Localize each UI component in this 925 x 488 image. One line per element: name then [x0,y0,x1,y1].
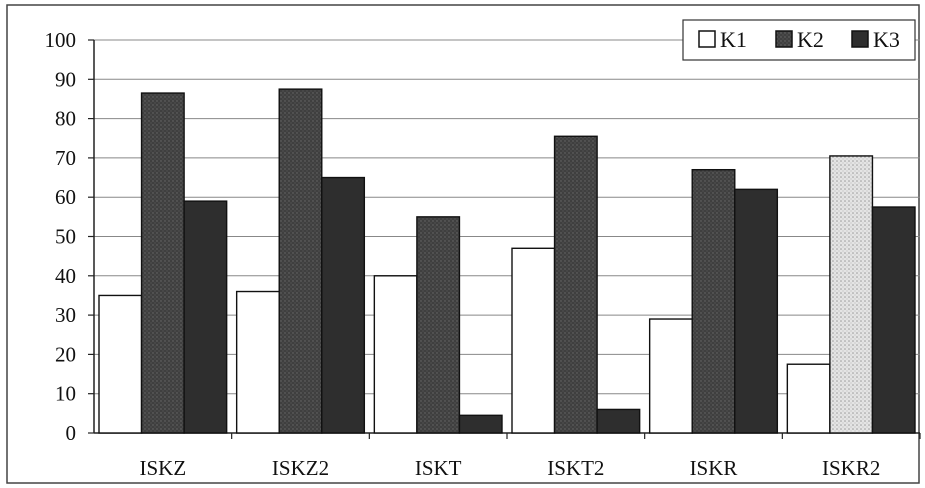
axes [88,39,921,439]
bar-k1-iskr [648,318,693,434]
bar-k3-iskr [734,188,779,434]
bar-k2-iskr2 [829,155,874,434]
bar-k3-iskz [183,200,228,434]
x-category-label: ISKT2 [547,456,604,480]
bar-k1-iskr2 [786,363,831,434]
bar-k2-iskt2 [553,135,598,434]
y-tick-label: 50 [55,225,76,249]
legend: K1 K2 K3 [682,19,916,61]
y-tick-labels: 0 10 20 30 40 50 60 70 80 90 100 [45,28,77,445]
x-category-label: ISKR [690,456,738,480]
x-category-label: ISKR2 [822,456,880,480]
bar-k2-iskr [691,168,736,434]
x-category-label: ISKT [415,456,462,480]
x-category-label: ISKZ [139,456,186,480]
bar-k3-iskt [458,414,503,434]
bar-k3-iskt2 [596,408,641,434]
y-tick-label: 90 [55,67,76,91]
x-category-label: ISKZ2 [272,456,329,480]
legend-label-k3: K3 [873,27,900,52]
y-tick-label: 30 [55,303,76,327]
y-tick-label: 70 [55,146,76,170]
bar-k3-iskz2 [321,176,366,434]
bars [98,88,916,434]
y-tick-label: 60 [55,185,76,209]
bar-k1-iskz [98,294,143,434]
bar-k3-iskr2 [871,206,916,434]
legend-swatch-k2 [775,30,793,48]
bar-k2-iskz [140,92,185,434]
bar-k1-iskt2 [511,247,556,434]
legend-label-k2: K2 [797,27,824,52]
legend-swatch-k3 [851,30,869,48]
y-tick-label: 10 [55,382,76,406]
chart-border [6,4,920,484]
x-category-labels: ISKZ ISKZ2 ISKT ISKT2 ISKR ISKR2 [139,456,880,480]
legend-label-k1: K1 [720,27,747,52]
bar-k1-iskt [373,275,418,434]
legend-swatch-k1 [698,30,716,48]
y-tick-label: 80 [55,107,76,131]
y-tick-label: 40 [55,264,76,288]
bar-k2-iskz2 [278,88,323,434]
y-tick-label: 20 [55,342,76,366]
y-tick-label: 100 [45,28,77,52]
bar-k1-iskz2 [235,290,280,434]
y-tick-label: 0 [66,421,77,445]
bar-k2-iskt [416,216,461,434]
legend-box [682,19,916,61]
